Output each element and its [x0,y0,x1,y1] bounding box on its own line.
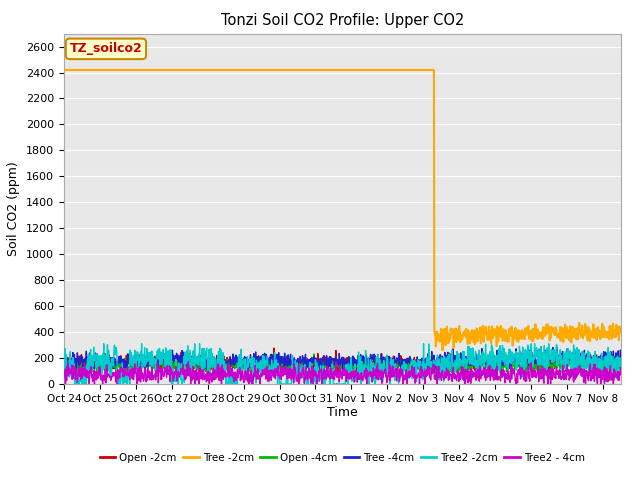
X-axis label: Time: Time [327,407,358,420]
Title: Tonzi Soil CO2 Profile: Upper CO2: Tonzi Soil CO2 Profile: Upper CO2 [221,13,464,28]
Legend: Open -2cm, Tree -2cm, Open -4cm, Tree -4cm, Tree2 -2cm, Tree2 - 4cm: Open -2cm, Tree -2cm, Open -4cm, Tree -4… [95,449,589,467]
Y-axis label: Soil CO2 (ppm): Soil CO2 (ppm) [8,161,20,256]
Text: TZ_soilco2: TZ_soilco2 [70,42,142,55]
